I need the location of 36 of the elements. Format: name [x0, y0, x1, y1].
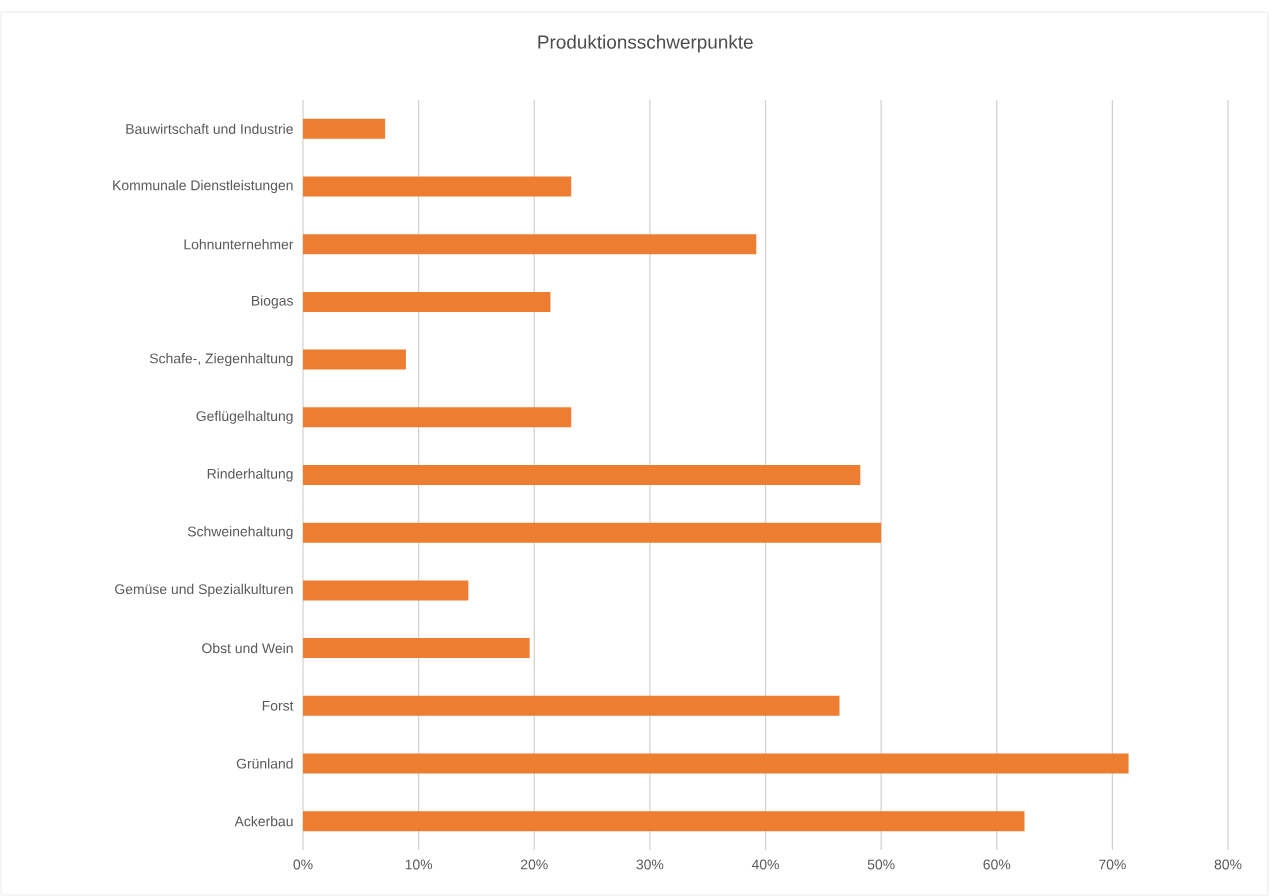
bar	[303, 580, 469, 601]
x-tick-label: 60%	[983, 859, 1011, 870]
x-tick-label: 30%	[636, 859, 664, 870]
bar	[303, 522, 882, 543]
bar	[303, 753, 1129, 774]
y-tick-label: Gemüse und Spezialkulturen	[115, 583, 293, 597]
bar	[303, 811, 1025, 832]
bar	[303, 349, 406, 370]
bar	[303, 176, 572, 197]
y-tick-label: Geflügelhaltung	[196, 410, 293, 424]
bar	[303, 695, 840, 716]
y-tick-label: Obst und Wein	[202, 642, 293, 654]
y-tick-label: Bauwirtschaft und Industrie	[126, 123, 293, 134]
bar	[303, 638, 530, 659]
x-tick-label: 40%	[751, 859, 779, 870]
y-tick-label: Lohnunternehmer	[184, 239, 294, 250]
x-tick-label: 10%	[405, 859, 433, 870]
bar	[303, 118, 386, 139]
x-tick-label: 50%	[867, 859, 895, 870]
bar	[303, 291, 551, 312]
bar	[303, 234, 757, 255]
y-tick-label: Ackerbau	[234, 816, 293, 827]
x-tick-label: 80%	[1214, 859, 1242, 870]
y-tick-label: Grünland	[236, 758, 293, 769]
bar	[303, 464, 861, 485]
bar	[303, 407, 572, 428]
y-tick-label: Rinderhaltung	[207, 468, 293, 482]
chart-title: Produktionsschwerpunkte	[538, 34, 753, 53]
y-tick-label: Biogas	[251, 295, 293, 309]
y-tick-label: Kommunale Dienstleistungen	[113, 180, 293, 194]
x-tick-label: 0%	[293, 859, 313, 870]
y-tick-label: Schafe-, Ziegenhaltung	[149, 353, 293, 367]
x-tick-label: 20%	[521, 859, 548, 870]
y-tick-label: Forst	[262, 700, 294, 711]
y-tick-label: Schweinehaltung	[187, 526, 293, 540]
x-tick-label: 70%	[1099, 859, 1126, 870]
